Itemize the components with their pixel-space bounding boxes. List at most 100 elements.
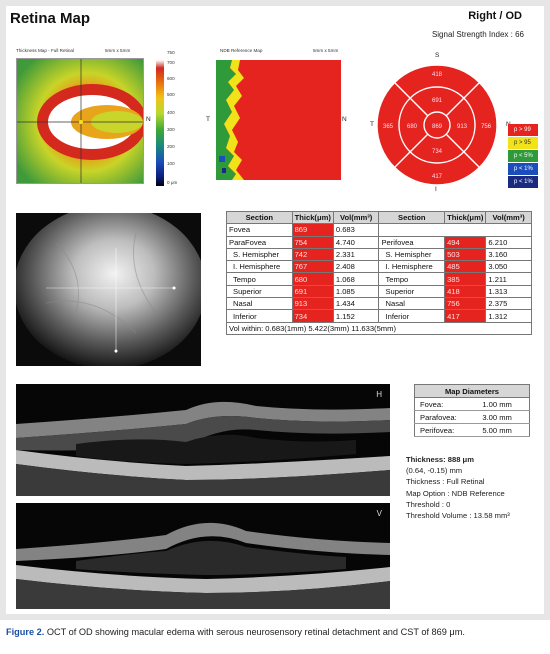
table-header: Thick(μm) [444,210,487,225]
table-cell: Superior [378,284,446,299]
legend-p5: p < 5% [508,150,538,162]
figure-caption-text: OCT of OD showing macular edema with ser… [44,627,465,637]
scale-tick: 750 [167,50,175,55]
table-row: S. Hemispher 742 2.331 S. Hemispher 503 … [226,247,532,262]
table-row: Nasal 913 1.434 Nasal 756 2.375 [226,297,532,311]
eye-label: Right / OD [468,10,522,22]
sector-outer-nasal: 756 [481,124,492,130]
ndb-map-image [216,60,341,180]
thickness-color-scale [156,52,164,186]
table-header: Vol(mm³) [332,210,380,225]
thickness-map-image [16,58,144,184]
legend-p99: p > 99 [508,124,538,136]
sector-s-label: S [435,52,440,59]
ndb-map-size: 5mm x 5mm [313,48,339,53]
table-cell: I. Hemisphere [226,260,293,274]
table-cell: 742 [291,247,334,262]
table-cell: 418 [444,284,487,299]
table-cell: Perifovea [378,235,446,249]
table-header: Section [226,210,293,225]
sector-thickness-map: 418 691 365 680 869 913 756 734 417 [370,58,505,198]
table-cell: Nasal [378,297,446,311]
scale-tick: 200 [167,144,175,149]
table-cell: 1.313 [485,284,532,299]
table-cell: 1.312 [485,309,532,323]
table-row: ParaFovea 754 4.740 Perifovea 494 6.210 [226,235,532,249]
scale-tick: 100 [167,161,175,166]
table-cell: ParaFovea [226,235,293,249]
oct-scan-horizontal: H [16,384,390,496]
table-row: Superior 691 1.085 Superior 418 1.313 [226,284,532,299]
table-row: Fovea 869 0.683 [226,223,532,237]
ndb-map-t-label: T [206,116,210,123]
table-cell: 869 [291,223,334,237]
table-cell: 767 [291,260,334,274]
table-row: Perifovea: 5.00 mm [414,423,531,437]
table-cell: 754 [291,235,334,249]
table-cell: 494 [444,235,487,249]
table-cell: Tempo [226,272,293,286]
table-cell: 2.375 [485,297,532,311]
scale-tick: 0 μm [167,180,178,185]
scale-tick: 700 [167,60,175,65]
sector-inner-temporal: 680 [407,124,418,130]
legend-p95: p > 95 [508,137,538,149]
oct-v-marker: V [376,509,382,518]
map-diameters-table: Map Diameters Fovea: 1.00 mm Parafovea: … [414,384,531,437]
figure-label: Figure 2. [6,627,45,637]
table-cell: Perifovea: [414,423,478,437]
thickness-volume-table: Section Thick(μm) Vol(mm³) Section Thick… [226,210,532,335]
sector-outer-inferior: 417 [432,174,443,180]
table-cell: 5.00 mm [477,423,531,437]
table-cell: Fovea: [414,397,478,411]
sector-inner-nasal: 913 [457,124,468,130]
table-header: Section [378,210,446,225]
legend-p1-dark: p < 1% [508,176,538,188]
threshold-volume: Threshold Volume : 13.58 mm³ [406,511,510,521]
table-row: Fovea: 1.00 mm [414,397,531,411]
thickness-type: Thickness : Full Retinal [406,477,485,487]
thickness-coords: (0.64, -0.15) mm [406,466,463,476]
figure-caption: Figure 2. OCT of OD showing macular edem… [6,626,546,638]
table-cell: 756 [444,297,487,311]
sector-center: 869 [432,124,443,130]
table-cell: 913 [291,297,334,311]
table-cell: 3.00 mm [477,410,531,424]
ndb-map-caption: NDB Reference Map [220,48,263,53]
table-cell: 734 [291,309,334,323]
table-cell: S. Hemispher [226,247,293,262]
table-cell: I. Hemisphere [378,260,446,274]
table-cell: S. Hemispher [378,247,446,262]
signal-strength: Signal Strength Index : 66 [431,30,524,39]
oct-h-marker: H [376,390,382,399]
table-cell: Parafovea: [414,410,478,424]
table-row: Inferior 734 1.152 Inferior 417 1.312 [226,309,532,323]
legend-p1: p < 1% [508,163,538,175]
sector-inner-superior: 691 [432,98,443,104]
map-option: Map Option : NDB Reference [406,488,505,498]
table-cell: Inferior [226,309,293,323]
sector-i-label: I [435,186,437,193]
table-cell: 691 [291,284,334,299]
table-cell: 1.085 [332,284,380,299]
scale-tick: 400 [167,110,175,115]
table-cell: Superior [226,284,293,299]
table-row: Tempo 680 1.068 Tempo 385 1.211 [226,272,532,286]
scale-tick: 600 [167,76,175,81]
thickness-map-size: 5mm x 5mm [105,48,131,53]
table-cell: 1.434 [332,297,380,311]
table-cell: 1.152 [332,309,380,323]
scale-tick: 500 [167,92,175,97]
volume-within-summary: Vol within: 0.683(1mm) 5.422(3mm) 11.633… [226,321,532,335]
table-cell: 4.740 [332,235,380,249]
table-row: Parafovea: 3.00 mm [414,410,531,424]
table-cell: 0.683 [332,223,380,237]
table-cell-empty [378,223,532,237]
sector-t-label: T [370,121,374,128]
table-cell: 2.408 [332,260,380,274]
table-cell: 3.050 [485,260,532,274]
table-row: I. Hemisphere 767 2.408 I. Hemisphere 48… [226,260,532,274]
table-cell: 503 [444,247,487,262]
table-cell: 6.210 [485,235,532,249]
scale-tick: 300 [167,127,175,132]
